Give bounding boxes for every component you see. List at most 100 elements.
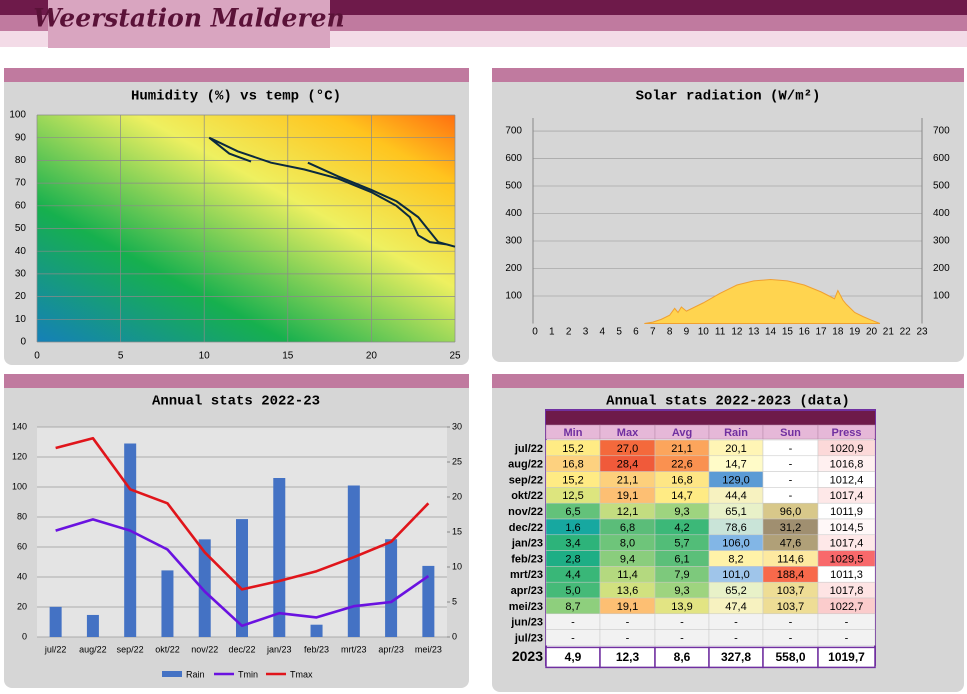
y2-tick-label: 500 [933,181,950,192]
x-tick-label: jan/23 [266,644,292,654]
table-title: Annual stats 2022-2023 (data) [606,394,850,410]
row-label: nov/22 [508,506,543,518]
y-tick-label: 60 [17,541,27,551]
y-tick-label: 500 [505,181,522,192]
table-cell [817,629,876,646]
x-tick-label: mrt/23 [341,644,367,654]
cell-value: 19,1 [617,601,638,613]
cell-value: 5,7 [674,538,689,550]
bar [236,519,248,637]
cell-value: 12,5 [562,490,583,502]
radiation-area [644,279,881,324]
cell-value: - [789,632,793,644]
cell-value: 1017,4 [830,538,864,550]
x-tick-label: 5 [616,327,622,338]
cell-value: 188,4 [777,569,805,581]
y-tick-label: 40 [15,246,27,257]
x-tick-label: aug/22 [79,644,107,654]
x-tick-label: 15 [782,327,794,338]
x-tick-label: 23 [916,327,928,338]
bar [385,539,398,637]
total-label: 2023 [512,648,543,664]
x-tick-label: mei/23 [415,644,442,654]
x-tick-label: 1 [549,327,555,338]
y-tick-label: 20 [17,601,27,611]
y-tick-label: 80 [15,155,27,166]
y-tick-label: 90 [15,132,27,143]
cell-value: 5,0 [565,585,580,597]
cell-value: 3,4 [565,538,580,550]
cell-value: 21,1 [671,443,692,455]
column-header: Sun [780,427,801,439]
x-tick-label: 19 [849,327,861,338]
x-tick-label: 22 [900,327,912,338]
cell-value: 129,0 [722,474,750,486]
y-tick-label: 40 [17,571,27,581]
x-tick-label: 4 [600,327,606,338]
y-tick-label: 600 [505,153,522,164]
humidity-trace [208,136,456,248]
cell-value: 106,0 [722,538,750,550]
x-tick-label: 12 [731,327,743,338]
x-tick-label: okt/22 [155,644,180,654]
cell-value: 6,8 [620,522,635,534]
column-header: Rain [724,427,748,439]
cell-value: 13,9 [671,601,692,613]
bar [161,570,174,637]
row-label: feb/23 [511,553,543,565]
row-label: sep/22 [509,474,543,486]
table-topband [546,411,875,425]
bar [198,539,211,637]
panel-strip [4,374,469,388]
cell-value: 1029,5 [830,553,864,565]
cell-value: 1020,9 [830,443,864,455]
cell-value: - [789,617,793,629]
x-tick-label: jul/22 [44,644,67,654]
y2-tick-label: 5 [452,596,457,606]
cell-value: - [789,443,793,455]
y-tick-label: 300 [505,236,522,247]
bar [310,624,323,637]
chart-title: Humidity (%) vs temp (°C) [131,89,341,105]
x-tick-label: 0 [34,351,40,362]
x-tick-label: 0 [532,327,538,338]
y-tick-label: 120 [12,451,27,461]
row-label: mei/23 [509,601,543,613]
y2-tick-label: 30 [452,421,462,431]
panel-strip [492,374,964,388]
x-tick-label: nov/22 [191,644,218,654]
y-tick-label: 50 [15,223,27,234]
cell-value: 9,3 [674,585,689,597]
cell-value: - [734,632,738,644]
y-tick-label: 30 [15,269,27,280]
x-tick-label: 14 [765,327,777,338]
row-label: jan/23 [511,538,543,550]
column-header: Max [617,427,639,439]
cell-value: 47,4 [725,601,746,613]
cell-value: 1012,4 [830,474,864,486]
cell-value: - [789,474,793,486]
series-line [55,518,430,628]
x-tick-label: 20 [366,351,378,362]
cell-value: 12,1 [617,506,638,518]
x-tick-label: 10 [199,351,211,362]
cell-value: - [626,617,630,629]
bar [273,478,286,637]
cell-value: 1017,4 [830,490,864,502]
cell-value: 6,1 [674,553,689,565]
cell-value: 4,4 [565,569,580,581]
x-tick-label: 15 [282,351,294,362]
y2-tick-label: 600 [933,153,950,164]
cell-value: 14,7 [671,490,692,502]
column-header: Min [564,427,583,439]
cell-value: 8,7 [565,601,580,613]
x-tick-label: 10 [698,327,710,338]
cell-value: 103,7 [777,601,805,613]
y-tick-label: 0 [20,337,26,348]
total-value: 12,3 [616,650,640,664]
total-value: 558,0 [775,650,805,664]
panel [492,68,964,362]
cell-value: - [571,617,575,629]
bar [422,565,435,637]
